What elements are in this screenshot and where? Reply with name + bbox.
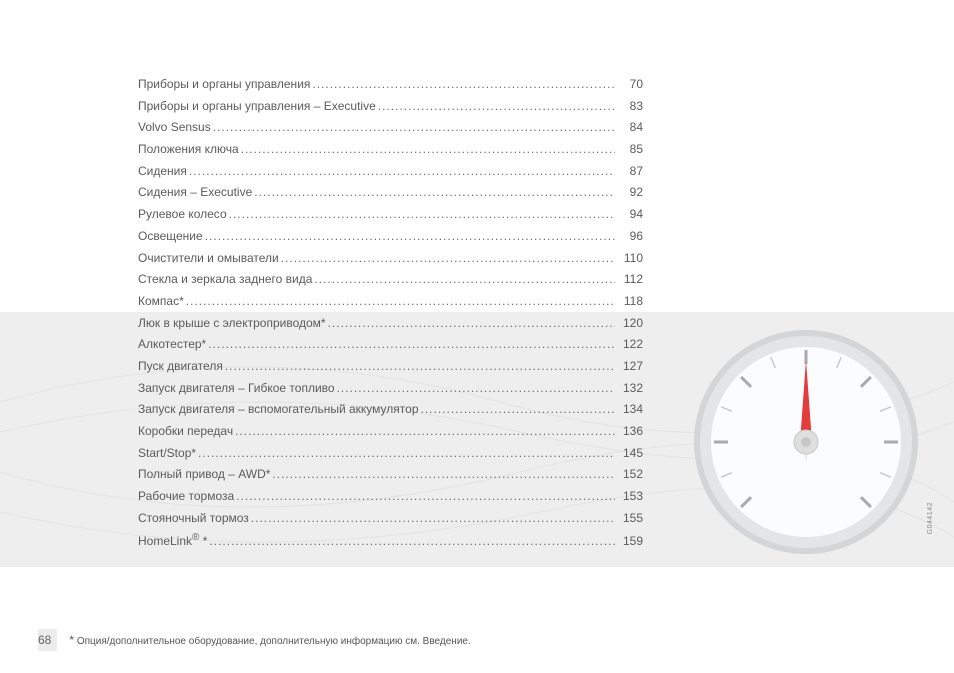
page-footer: 68 * Опция/дополнительное оборудование, … xyxy=(38,629,471,651)
toc-leader-dots xyxy=(326,314,615,333)
toc-leader-dots xyxy=(234,487,615,506)
toc-leader-dots xyxy=(187,162,615,181)
toc-page-number: 159 xyxy=(615,532,643,551)
toc-row: Алкотестер* 122 xyxy=(138,335,643,354)
toc-label: Люк в крыше с электроприводом* xyxy=(138,314,326,333)
toc-page-number: 110 xyxy=(615,249,643,268)
footer-note-text: Опция/дополнительное оборудование, допол… xyxy=(77,636,471,647)
toc-page-number: 155 xyxy=(615,509,643,528)
image-reference-code: G044142 xyxy=(927,502,934,534)
toc-leader-dots xyxy=(312,270,615,289)
toc-label: HomeLink® * xyxy=(138,530,207,551)
toc-label: Положения ключа xyxy=(138,140,239,159)
toc-label: Рабочие тормоза xyxy=(138,487,234,506)
toc-page-number: 152 xyxy=(615,465,643,484)
toc-row: Сидения 87 xyxy=(138,162,643,181)
toc-leader-dots xyxy=(207,532,615,551)
toc-page-number: 122 xyxy=(615,335,643,354)
toc-leader-dots xyxy=(279,249,615,268)
toc-row: Люк в крыше с электроприводом* 120 xyxy=(138,314,643,333)
toc-page-number: 87 xyxy=(615,162,643,181)
toc-leader-dots xyxy=(419,400,616,419)
toc-label: Очистители и омыватели xyxy=(138,249,279,268)
toc-row: Пуск двигателя 127 xyxy=(138,357,643,376)
toc-row: Положения ключа 85 xyxy=(138,140,643,159)
toc-page-number: 120 xyxy=(615,314,643,333)
toc-leader-dots xyxy=(252,183,615,202)
toc-leader-dots xyxy=(233,422,615,441)
toc-page-number: 136 xyxy=(615,422,643,441)
page-number: 68 xyxy=(38,629,57,651)
toc-page-number: 96 xyxy=(615,227,643,246)
toc-leader-dots xyxy=(270,465,615,484)
toc-label: Сидения – Executive xyxy=(138,183,252,202)
toc-row: HomeLink® * 159 xyxy=(138,530,643,551)
toc-label: Приборы и органы управления xyxy=(138,75,310,94)
toc-label: Volvo Sensus xyxy=(138,118,211,137)
toc-page-number: 153 xyxy=(615,487,643,506)
toc-row: Стекла и зеркала заднего вида 112 xyxy=(138,270,643,289)
toc-row: Стояночный тормоз 155 xyxy=(138,509,643,528)
toc-leader-dots xyxy=(184,292,615,311)
toc-label: Рулевое колесо xyxy=(138,205,227,224)
toc-label: Запуск двигателя – вспомогательный аккум… xyxy=(138,400,419,419)
toc-row: Очистители и омыватели 110 xyxy=(138,249,643,268)
toc-row: Запуск двигателя – вспомогательный аккум… xyxy=(138,400,643,419)
toc-label: Освещение xyxy=(138,227,203,246)
toc-label: Запуск двигателя – Гибкое топливо xyxy=(138,379,335,398)
toc-leader-dots xyxy=(335,379,615,398)
toc-row: Освещение 96 xyxy=(138,227,643,246)
toc-page-number: 127 xyxy=(615,357,643,376)
toc-row: Коробки передач 136 xyxy=(138,422,643,441)
toc-page-number: 145 xyxy=(615,444,643,463)
toc-label: Полный привод – AWD* xyxy=(138,465,270,484)
toc-page-number: 85 xyxy=(615,140,643,159)
toc-page-number: 94 xyxy=(615,205,643,224)
toc-label: Алкотестер* xyxy=(138,335,206,354)
toc-leader-dots xyxy=(310,75,615,94)
toc-row: Полный привод – AWD* 152 xyxy=(138,465,643,484)
toc-leader-dots xyxy=(223,357,615,376)
gauge-illustration xyxy=(676,312,936,567)
toc-page-number: 84 xyxy=(615,118,643,137)
toc-row: Компас* 118 xyxy=(138,292,643,311)
toc-row: Start/Stop* 145 xyxy=(138,444,643,463)
toc-label: Стояночный тормоз xyxy=(138,509,249,528)
toc-page-number: 92 xyxy=(615,183,643,202)
footer-note: * Опция/дополнительное оборудование, доп… xyxy=(69,633,470,647)
toc-leader-dots xyxy=(227,205,615,224)
toc-page-number: 83 xyxy=(615,97,643,116)
toc-page-number: 70 xyxy=(615,75,643,94)
toc-leader-dots xyxy=(249,509,615,528)
toc-row: Приборы и органы управления 70 xyxy=(138,75,643,94)
toc-leader-dots xyxy=(196,444,615,463)
toc-page-number: 118 xyxy=(615,292,643,311)
toc-label: Компас* xyxy=(138,292,184,311)
toc-row: Рулевое колесо 94 xyxy=(138,205,643,224)
toc-label: Пуск двигателя xyxy=(138,357,223,376)
toc-leader-dots xyxy=(239,140,615,159)
toc-label: Start/Stop* xyxy=(138,444,196,463)
toc-page-number: 132 xyxy=(615,379,643,398)
footer-asterisk: * xyxy=(69,633,74,647)
toc-label: Сидения xyxy=(138,162,187,181)
toc-row: Рабочие тормоза 153 xyxy=(138,487,643,506)
toc-page-number: 112 xyxy=(615,270,643,289)
table-of-contents: Приборы и органы управления70Приборы и о… xyxy=(138,75,643,554)
page: G044142 Приборы и органы управления70При… xyxy=(0,0,954,673)
toc-row: Сидения – Executive 92 xyxy=(138,183,643,202)
toc-leader-dots xyxy=(211,118,615,137)
toc-label: Коробки передач xyxy=(138,422,233,441)
toc-leader-dots xyxy=(203,227,615,246)
toc-leader-dots xyxy=(206,335,615,354)
toc-row: Volvo Sensus 84 xyxy=(138,118,643,137)
toc-row: Запуск двигателя – Гибкое топливо 132 xyxy=(138,379,643,398)
toc-row: Приборы и органы управления – Executive … xyxy=(138,97,643,116)
toc-label: Стекла и зеркала заднего вида xyxy=(138,270,312,289)
toc-label: Приборы и органы управления – Executive xyxy=(138,97,376,116)
toc-page-number: 134 xyxy=(615,400,643,419)
toc-leader-dots xyxy=(376,97,615,116)
